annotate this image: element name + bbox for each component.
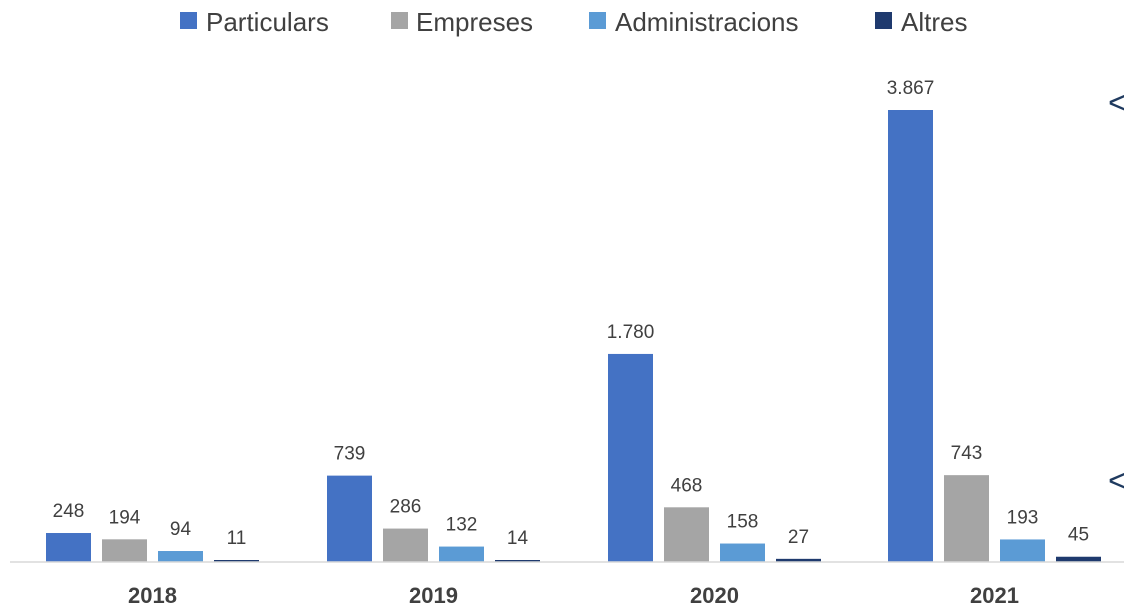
x-tick-2018: 2018 <box>128 583 177 608</box>
side-mark-top: < <box>1108 84 1124 122</box>
legend-label-particulars: Particulars <box>206 7 329 37</box>
legend-swatch-empreses <box>391 12 408 29</box>
data-label-empreses-2020: 468 <box>671 475 703 496</box>
bar-altres-2019 <box>495 560 540 562</box>
data-label-empreses-2019: 286 <box>390 497 422 518</box>
x-axis-ticks: 2018 2019 2020 2021 <box>128 583 1019 608</box>
bar-administracions-2020 <box>720 543 765 562</box>
side-mark-bottom: < <box>1108 462 1124 500</box>
x-tick-2021: 2021 <box>970 583 1019 608</box>
bar-administracions-2021 <box>1000 539 1045 562</box>
legend-label-administracions: Administracions <box>615 7 799 37</box>
data-label-particulars-2020: 1.780 <box>607 322 655 343</box>
bar-empreses-2020 <box>664 507 709 562</box>
bars <box>46 110 1101 562</box>
x-tick-2020: 2020 <box>690 583 739 608</box>
bar-empreses-2021 <box>944 475 989 562</box>
data-label-particulars-2019: 739 <box>334 444 366 465</box>
legend-label-altres: Altres <box>901 7 967 37</box>
legend-swatch-altres <box>875 12 892 29</box>
data-label-empreses-2018: 194 <box>109 507 141 528</box>
bar-particulars-2018 <box>46 533 91 562</box>
bar-altres-2021 <box>1056 556 1101 562</box>
data-label-administracions-2019: 132 <box>446 515 478 536</box>
data-label-particulars-2018: 248 <box>53 501 85 522</box>
bar-administracions-2019 <box>439 546 484 562</box>
data-label-administracions-2021: 193 <box>1007 507 1039 528</box>
bar-administracions-2018 <box>158 551 203 562</box>
data-label-altres-2021: 45 <box>1068 525 1089 546</box>
value-labels: 248 194 94 11 739 286 132 14 1.780 468 158 27 3.867 7… <box>53 78 1089 549</box>
legend: Particulars Empreses Administracions Altres <box>180 7 967 37</box>
bar-altres-2018 <box>214 560 259 562</box>
data-label-administracions-2020: 158 <box>727 512 759 533</box>
data-label-altres-2020: 27 <box>788 527 809 548</box>
data-label-administracions-2018: 94 <box>170 519 192 540</box>
legend-label-empreses: Empreses <box>416 7 533 37</box>
bar-empreses-2018 <box>102 539 147 562</box>
bar-particulars-2019 <box>327 475 372 562</box>
data-label-empreses-2021: 743 <box>951 443 983 464</box>
bar-particulars-2020 <box>608 353 653 562</box>
data-label-particulars-2021: 3.867 <box>887 78 935 99</box>
legend-swatch-administracions <box>589 12 606 29</box>
bar-empreses-2019 <box>383 528 428 562</box>
legend-swatch-particulars <box>180 12 197 29</box>
x-tick-2019: 2019 <box>409 583 458 608</box>
bar-altres-2020 <box>776 558 821 562</box>
data-label-altres-2018: 11 <box>227 528 247 549</box>
data-label-altres-2019: 14 <box>507 528 529 549</box>
bar-particulars-2021 <box>888 110 933 562</box>
